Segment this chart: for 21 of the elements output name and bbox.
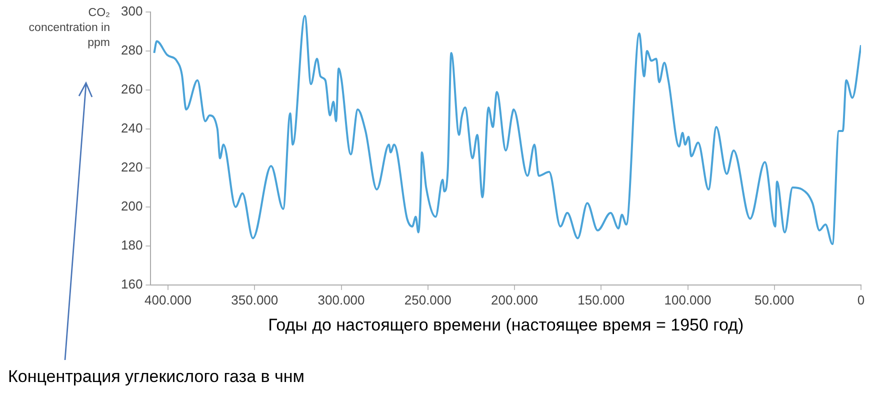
y-tick-label: 200: [120, 198, 143, 214]
x-tick-label: 150.000: [578, 292, 625, 308]
y-axis-title: CO₂ concentration in ppm: [28, 6, 110, 51]
y-tick-label: 240: [120, 120, 143, 136]
x-tick-label: 100.000: [664, 292, 712, 308]
x-tick-label: 350.000: [231, 292, 278, 308]
y-tick-label: 280: [120, 42, 143, 58]
line-series: [153, 14, 861, 246]
x-tick-label: 50.000: [754, 292, 794, 308]
text: Концентрация углекислого газа в чнм: [8, 367, 304, 387]
x-tick-label: 200.000: [491, 292, 538, 308]
y-tick-label: 300: [120, 4, 143, 19]
y-tick-label: 220: [120, 160, 143, 175]
y-tick-label: 160: [120, 276, 143, 292]
x-tick-label: 250.000: [404, 292, 452, 308]
x-tick-label: 300.000: [318, 292, 365, 308]
x-tick-label: 400.000: [144, 292, 192, 308]
x-axis-title: Годы до настоящего времени (настоящее время = 1950 год): [268, 315, 744, 334]
y-tick-label: 180: [120, 238, 143, 253]
y-tick-label: 260: [120, 82, 143, 97]
x-tick-label: 0: [857, 292, 865, 308]
